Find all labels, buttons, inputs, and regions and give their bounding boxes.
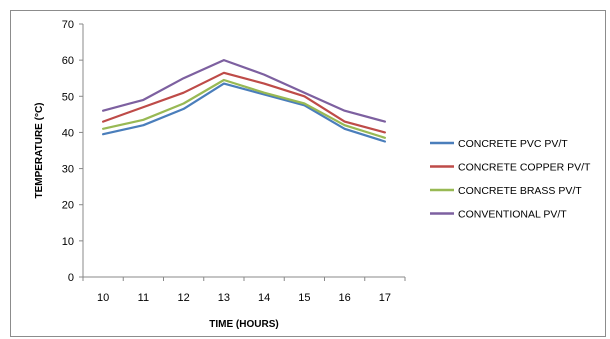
x-tick-label: 15 [298, 292, 310, 304]
y-tick-label: 0 [68, 272, 74, 284]
x-tick-label: 13 [218, 292, 230, 304]
x-ticks: 10 11 12 13 14 15 16 17 [82, 277, 406, 304]
y-tick-label: 10 [62, 236, 74, 248]
x-tick-label: 17 [379, 292, 391, 304]
legend-label: CONVENTIONAL PV/T [458, 209, 567, 221]
series-line [101, 71, 386, 134]
y-ticks: 0 10 20 30 40 50 60 70 [62, 19, 83, 284]
legend-label: CONCRETE PVC PV/T [458, 138, 568, 150]
y-tick-label: 40 [62, 127, 74, 139]
axes [82, 24, 405, 278]
x-tick-label: 11 [138, 292, 149, 304]
y-tick-label: 20 [62, 200, 74, 212]
y-tick-label: 60 [62, 55, 74, 67]
y-axis-title: TEMPERATURE (°C) [34, 102, 45, 198]
y-tick-label: 70 [62, 19, 74, 31]
series-lines [101, 58, 386, 143]
x-tick-label: 12 [178, 292, 190, 304]
y-tick-label: 30 [62, 164, 74, 176]
legend-label: CONCRETE BRASS PV/T [458, 185, 582, 197]
x-tick-label: 10 [97, 292, 109, 304]
series-line [101, 58, 386, 123]
x-axis-title: TIME (HOURS) [209, 319, 278, 330]
series-line [101, 78, 386, 139]
x-tick-label: 14 [258, 292, 270, 304]
legend-label: CONCRETE COPPER PV/T [458, 162, 591, 174]
y-tick-label: 50 [62, 91, 74, 103]
x-tick-label: 16 [339, 292, 351, 304]
series-line [101, 82, 386, 143]
chart-frame [10, 10, 606, 337]
legend: CONCRETE PVC PV/T CONCRETE COPPER PV/T CON… [430, 138, 591, 221]
